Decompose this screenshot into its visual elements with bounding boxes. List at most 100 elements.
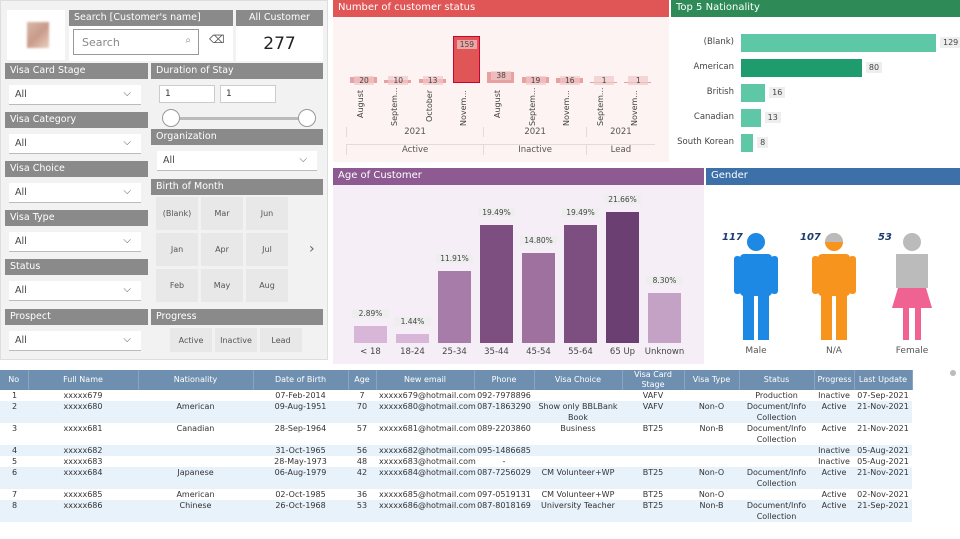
duration-slider-handle-max[interactable] xyxy=(298,109,316,127)
year-label: 2021 xyxy=(483,127,586,137)
customer-status-chart: Number of customer status 20 August 10 Sept… xyxy=(333,0,669,162)
x-tick-label: Septem... xyxy=(596,87,606,126)
table-cell: Document/Info Collection xyxy=(739,467,814,489)
column-header-new-email[interactable]: New email xyxy=(376,370,475,390)
age-bar[interactable] xyxy=(354,325,387,343)
table-cell: 05-Aug-2021 xyxy=(857,457,909,466)
month-button[interactable]: Aug xyxy=(246,269,288,302)
progress-label: Progress xyxy=(151,309,323,325)
data-label: 8.30% xyxy=(646,275,683,285)
column-header-progress[interactable]: Progress xyxy=(814,370,855,390)
month-button[interactable]: May xyxy=(201,269,243,302)
nationality-bar[interactable] xyxy=(741,134,754,152)
gender-chart: Gender 117 Male 107 N/A 53 Female xyxy=(706,168,960,364)
progress-button[interactable]: Lead xyxy=(260,328,302,352)
visa-choice-dropdown[interactable]: All ⌵ xyxy=(9,183,141,203)
nationality-bar[interactable] xyxy=(741,34,936,52)
visa-category-dropdown[interactable]: All ⌵ xyxy=(9,134,141,154)
group-label: Lead xyxy=(586,144,655,155)
table-cell: Inactive xyxy=(818,391,850,400)
table-cell xyxy=(622,456,684,467)
column-header-status[interactable]: Status xyxy=(739,370,815,390)
progress-button[interactable]: Inactive xyxy=(215,328,257,352)
column-header-no[interactable]: No xyxy=(0,370,29,390)
status-dropdown[interactable]: All ⌵ xyxy=(9,281,141,301)
nationality-bar[interactable] xyxy=(741,59,862,77)
group-label: Inactive xyxy=(483,144,587,155)
duration-max-input[interactable]: 1 xyxy=(220,85,276,103)
column-header-date-of-birth[interactable]: Date of Birth xyxy=(253,370,349,390)
month-button[interactable]: Jan xyxy=(156,233,198,266)
chevron-right-icon[interactable]: › xyxy=(309,241,315,257)
age-bar[interactable] xyxy=(522,253,555,343)
column-header-visa-choice[interactable]: Visa Choice xyxy=(534,370,623,390)
nationality-bar[interactable] xyxy=(741,109,761,127)
table-cell: 70 xyxy=(348,401,376,423)
column-header-age[interactable]: Age xyxy=(348,370,377,390)
duration-min-input[interactable]: 1 xyxy=(159,85,215,103)
age-chart: Age of Customer 2.89% < 18 1.44% 18-24 11.91… xyxy=(333,168,704,364)
column-header-last-update[interactable]: Last Update xyxy=(854,370,913,390)
nationality-chart: Top 5 Nationality (Blank) 129 American 80 Br… xyxy=(671,0,960,162)
table-cell: Document/Info Collection xyxy=(746,424,807,444)
birth-month-label: Birth of Month xyxy=(151,179,323,195)
month-button[interactable]: Feb xyxy=(156,269,198,302)
age-bar[interactable] xyxy=(438,270,471,343)
chart-title: Number of customer status xyxy=(333,0,669,17)
table-row[interactable]: 8 xxxxx686 Chinese 26-Oct-1968 53 xxxxx686@ho… xyxy=(0,500,912,522)
prospect-dropdown[interactable]: All ⌵ xyxy=(9,331,141,351)
month-button[interactable]: Jun xyxy=(246,197,288,230)
age-bar[interactable] xyxy=(480,225,513,343)
chart-title: Gender xyxy=(706,168,960,185)
table-row[interactable]: 6 xxxxx684 Japanese 06-Aug-1979 42 xxxxx684@h… xyxy=(0,467,912,489)
visa-card-stage-dropdown[interactable]: All ⌵ xyxy=(9,85,141,105)
duration-slider-handle-min[interactable] xyxy=(162,109,180,127)
table-cell: BT25 xyxy=(642,490,664,499)
visa-type-dropdown[interactable]: All ⌵ xyxy=(9,232,141,252)
month-button[interactable]: Jul xyxy=(246,233,288,266)
age-bar[interactable] xyxy=(564,225,597,343)
month-button[interactable]: (Blank) xyxy=(156,197,198,230)
table-cell: 07-Feb-2014 xyxy=(275,391,326,400)
table-cell: Active xyxy=(814,500,854,522)
table-cell: 7 xyxy=(12,490,18,499)
month-button[interactable]: Mar xyxy=(201,197,243,230)
age-bar[interactable] xyxy=(648,292,681,343)
visa-type-value: All xyxy=(15,236,27,247)
age-bar[interactable] xyxy=(396,334,429,343)
duration-slider-track[interactable] xyxy=(171,117,307,120)
progress-button[interactable]: Active xyxy=(170,328,212,352)
search-input[interactable]: Search ⌕ xyxy=(73,29,199,55)
table-cell: xxxxx683 xyxy=(63,457,103,466)
table-cell: Production xyxy=(755,391,798,400)
data-label: 20 xyxy=(354,76,374,85)
table-cell xyxy=(138,390,253,401)
x-tick-label: 65 Up xyxy=(609,347,636,357)
age-bar[interactable] xyxy=(606,211,639,343)
x-tick-label: Novem... xyxy=(561,90,571,126)
table-cell: xxxxx682 xyxy=(28,445,138,456)
data-label: 2.89% xyxy=(352,308,389,318)
column-header-visa-type[interactable]: Visa Type xyxy=(684,370,740,390)
table-row[interactable]: 7 xxxxx685 American 02-Oct-1985 36 xxxxx685@h… xyxy=(0,489,912,500)
nationality-bar[interactable] xyxy=(741,84,766,102)
table-row[interactable]: 1 xxxxx679 07-Feb-2014 7 xxxxx679@hotmail.co… xyxy=(0,390,912,401)
table-cell: xxxxx680@hotmail.com xyxy=(376,401,476,423)
column-header-visa-card-stage[interactable]: Visa Card Stage xyxy=(622,370,685,390)
scrollbar-thumb[interactable] xyxy=(950,370,956,376)
organization-dropdown[interactable]: All ⌵ xyxy=(157,151,317,171)
data-label: 80 xyxy=(865,62,883,73)
customer-table: No Full Name Nationality Date of Birth Age Ne… xyxy=(0,370,913,522)
table-row[interactable]: 5 xxxxx683 28-May-1973 48 xxxxx683@hotmail.c… xyxy=(0,456,912,467)
eraser-icon[interactable]: ⌫ xyxy=(209,33,225,46)
month-button[interactable]: Apr xyxy=(201,233,243,266)
column-header-full-name[interactable]: Full Name xyxy=(28,370,139,390)
visa-choice-value: All xyxy=(15,187,27,198)
table-row[interactable]: 3 xxxxx681 Canadian 28-Sep-1964 57 xxxxx681@h… xyxy=(0,423,912,445)
column-header-phone[interactable]: Phone xyxy=(474,370,535,390)
table-cell: 089-2203860 xyxy=(477,424,531,433)
column-header-nationality[interactable]: Nationality xyxy=(138,370,254,390)
table-cell: 1 xyxy=(12,391,18,400)
table-row[interactable]: 2 xxxxx680 American 09-Aug-1951 70 xxxxx680@h… xyxy=(0,401,912,423)
table-row[interactable]: 4 xxxxx682 31-Oct-1965 56 xxxxx682@hotmail.c… xyxy=(0,445,912,456)
